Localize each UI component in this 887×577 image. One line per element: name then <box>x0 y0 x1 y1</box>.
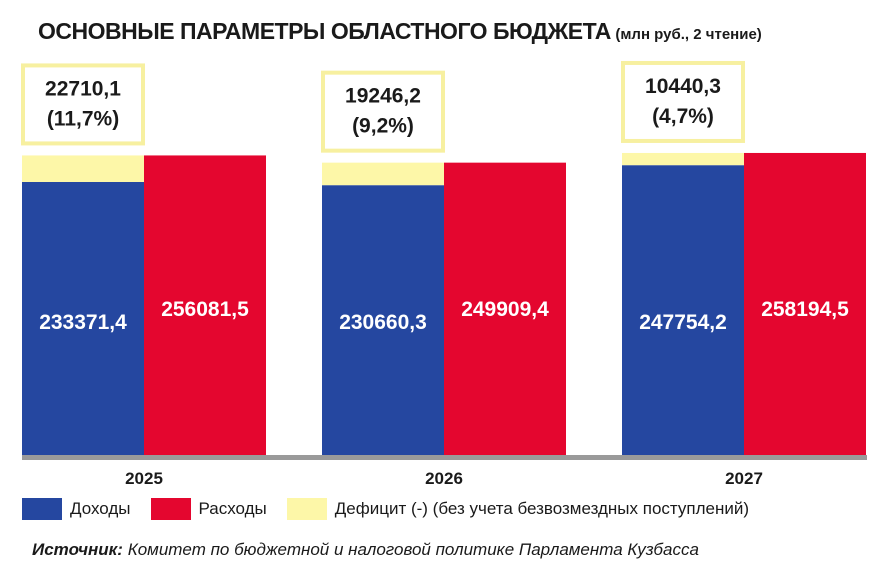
legend-label-deficit: Дефицит (-) (без учета безвозмездных пос… <box>334 499 750 518</box>
legend-swatch-deficit <box>286 498 327 520</box>
legend-swatch-expenses <box>150 498 191 520</box>
legend-item-income: Доходы <box>22 498 131 520</box>
legend: Доходы Расходы Дефицит (-) (без учета бе… <box>22 498 769 520</box>
expenses-bar <box>144 155 266 455</box>
deficit-value-label: 10440,3 <box>645 75 721 98</box>
income-value-label: 233371,4 <box>39 311 127 334</box>
legend-item-expenses: Расходы <box>150 498 267 520</box>
bar-chart: 233371,4 256081,5 22710,1 (11,7%) 2025 230660… <box>21 60 867 488</box>
deficit-percent-label: (4,7%) <box>652 105 714 128</box>
deficit-bar <box>622 152 744 166</box>
income-value-label: 247754,2 <box>639 311 727 334</box>
deficit-callout-box <box>21 63 145 146</box>
legend-label-income: Доходы <box>70 499 131 518</box>
expenses-value-label: 256081,5 <box>161 298 249 321</box>
deficit-callout-box <box>621 60 745 143</box>
year-tick-label: 2027 <box>725 469 763 488</box>
source-note: Источник: Комитет по бюджетной и налогов… <box>32 540 699 560</box>
deficit-callout-box <box>321 70 445 153</box>
deficit-percent-label: (9,2%) <box>352 115 414 138</box>
legend-swatch-income <box>22 498 62 520</box>
deficit-bar <box>322 162 444 186</box>
expenses-value-label: 258194,5 <box>761 298 849 321</box>
chart-title-main: ОСНОВНЫЕ ПАРАМЕТРЫ ОБЛАСТНОГО БЮДЖЕТА <box>38 18 611 44</box>
deficit-value-label: 22710,1 <box>45 77 121 100</box>
deficit-bar <box>22 155 144 182</box>
year-tick-label: 2025 <box>125 469 163 488</box>
year-tick-label: 2026 <box>425 469 463 488</box>
legend-label-expenses: Расходы <box>198 499 267 518</box>
source-label: Источник: <box>32 540 123 559</box>
chart-title-units: (млн руб., 2 чтение) <box>615 26 762 43</box>
expenses-value-label: 249909,4 <box>461 298 549 321</box>
expenses-bar <box>744 152 866 455</box>
income-bar <box>322 185 444 456</box>
income-value-label: 230660,3 <box>339 311 427 334</box>
x-axis-line <box>22 455 867 460</box>
source-text: Комитет по бюджетной и налоговой политик… <box>127 540 699 559</box>
expenses-bar <box>444 162 566 456</box>
income-bar <box>622 165 744 456</box>
chart-title: ОСНОВНЫЕ ПАРАМЕТРЫ ОБЛАСТНОГО БЮДЖЕТА (м… <box>38 18 762 45</box>
deficit-percent-label: (11,7%) <box>47 107 119 130</box>
income-bar <box>22 181 144 455</box>
deficit-value-label: 19246,2 <box>345 85 421 108</box>
legend-item-deficit: Дефицит (-) (без учета безвозмездных пос… <box>286 498 750 520</box>
